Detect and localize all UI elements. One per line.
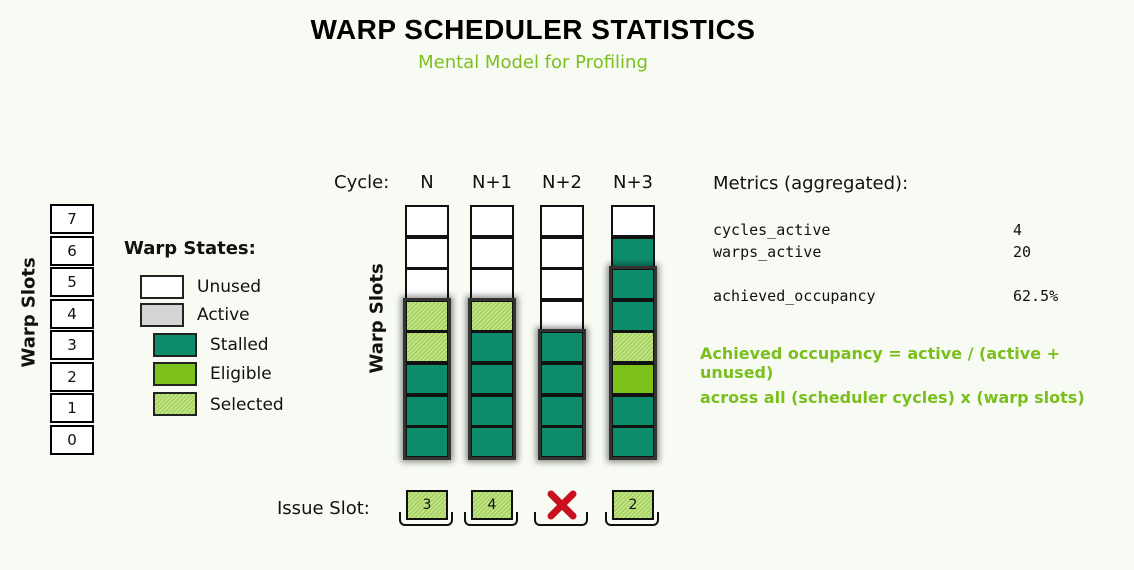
warp-slot-cell-unused bbox=[405, 205, 449, 237]
page-subtitle: Mental Model for Profiling bbox=[418, 52, 648, 73]
warp-slot-cell-stalled bbox=[470, 394, 514, 427]
legend-swatch-eligible bbox=[153, 362, 197, 386]
warp-slot-cell-unused bbox=[540, 205, 584, 237]
slot-index-5: 5 bbox=[50, 267, 94, 297]
issue-slot-tray bbox=[534, 512, 588, 526]
warp-slot-cell-selected bbox=[405, 299, 449, 332]
legend-swatch-stalled bbox=[153, 333, 197, 357]
legend-swatch-active bbox=[140, 303, 184, 327]
metric-value-achieved-occupancy: 62.5% bbox=[1013, 287, 1059, 305]
cycle-header-n-plus-2: N+2 bbox=[542, 172, 582, 193]
slot-index-0: 0 bbox=[50, 424, 94, 455]
warp-slot-cell-unused bbox=[470, 205, 514, 237]
cycle-header-n: N bbox=[420, 172, 434, 193]
warp-slot-cell-unused bbox=[470, 236, 514, 269]
warp-slot-cell-eligible bbox=[611, 363, 655, 395]
warp-slot-cell-unused bbox=[540, 236, 584, 269]
active-warps-outline bbox=[468, 297, 516, 460]
cycle-header-n-plus-3: N+3 bbox=[613, 172, 653, 193]
warp-slot-cell-stalled bbox=[540, 331, 584, 364]
warp-slots-axis-label-left: Warp Slots bbox=[18, 257, 40, 368]
legend-swatch-unused bbox=[140, 275, 184, 299]
legend-label-unused: Unused bbox=[197, 277, 262, 297]
issued-warp-box: 4 bbox=[471, 490, 513, 520]
slot-index-4: 4 bbox=[50, 298, 94, 329]
legend-label-active: Active bbox=[197, 305, 250, 325]
active-warps-outline bbox=[609, 266, 657, 460]
occupancy-formula-scope: across all (scheduler cycles) x (warp sl… bbox=[700, 388, 1085, 407]
warp-slot-cell-stalled bbox=[611, 236, 655, 269]
warp-slot-cell-stalled bbox=[470, 331, 514, 364]
slot-index-2: 2 bbox=[50, 361, 94, 392]
cycle-label: Cycle: bbox=[334, 172, 390, 193]
issue-slot-tray bbox=[605, 512, 659, 526]
warp-slot-cell-stalled bbox=[540, 394, 584, 427]
metrics-title: Metrics (aggregated): bbox=[713, 173, 909, 194]
issue-slot-tray bbox=[464, 512, 518, 526]
occupancy-formula: Achieved occupancy = active / (active + … bbox=[700, 344, 1061, 382]
metric-name-cycles-active: cycles_active bbox=[713, 221, 831, 239]
active-warps-outline bbox=[538, 329, 586, 460]
metric-name-achieved-occupancy: achieved_occupancy bbox=[713, 287, 876, 305]
warp-slot-cell-unused bbox=[540, 268, 584, 301]
warp-slot-cell-stalled bbox=[611, 299, 655, 332]
legend-label-stalled: Stalled bbox=[210, 335, 269, 355]
no-issue-x-icon bbox=[547, 490, 577, 520]
cycle-header-n-plus-1: N+1 bbox=[472, 172, 512, 193]
legend-label-selected: Selected bbox=[210, 395, 284, 415]
active-warps-outline bbox=[403, 297, 451, 460]
issue-slot-tray bbox=[399, 512, 453, 526]
warp-slot-cell-selected bbox=[405, 331, 449, 364]
warp-slot-cell-stalled bbox=[611, 268, 655, 301]
metric-value-warps-active: 20 bbox=[1013, 243, 1032, 261]
legend-swatch-selected bbox=[153, 392, 197, 416]
issued-warp-box: 3 bbox=[406, 490, 448, 520]
slot-index-1: 1 bbox=[50, 393, 94, 423]
slot-index-6: 6 bbox=[50, 235, 94, 266]
slot-index-3: 3 bbox=[50, 330, 94, 360]
warp-slot-cell-unused bbox=[405, 236, 449, 269]
metric-value-cycles-active: 4 bbox=[1013, 221, 1023, 239]
warp-slot-cell-unused bbox=[405, 268, 449, 301]
warp-slots-axis-label-grid: Warp Slots bbox=[366, 263, 388, 374]
warp-slot-cell-stalled bbox=[540, 426, 584, 459]
warp-slot-cell-selected bbox=[611, 331, 655, 364]
warp-slot-cell-unused bbox=[470, 268, 514, 301]
metric-name-warps-active: warps_active bbox=[713, 243, 822, 261]
page-title: WARP SCHEDULER STATISTICS bbox=[310, 14, 756, 45]
warp-slot-cell-unused bbox=[540, 299, 584, 332]
legend-label-eligible: Eligible bbox=[210, 364, 272, 384]
warp-states-title: Warp States: bbox=[124, 238, 256, 259]
issued-warp-box: 2 bbox=[612, 490, 654, 520]
slot-index-7: 7 bbox=[50, 204, 94, 234]
warp-slot-cell-unused bbox=[611, 205, 655, 237]
issue-slot-label: Issue Slot: bbox=[277, 498, 370, 519]
warp-slot-cell-selected bbox=[470, 299, 514, 332]
